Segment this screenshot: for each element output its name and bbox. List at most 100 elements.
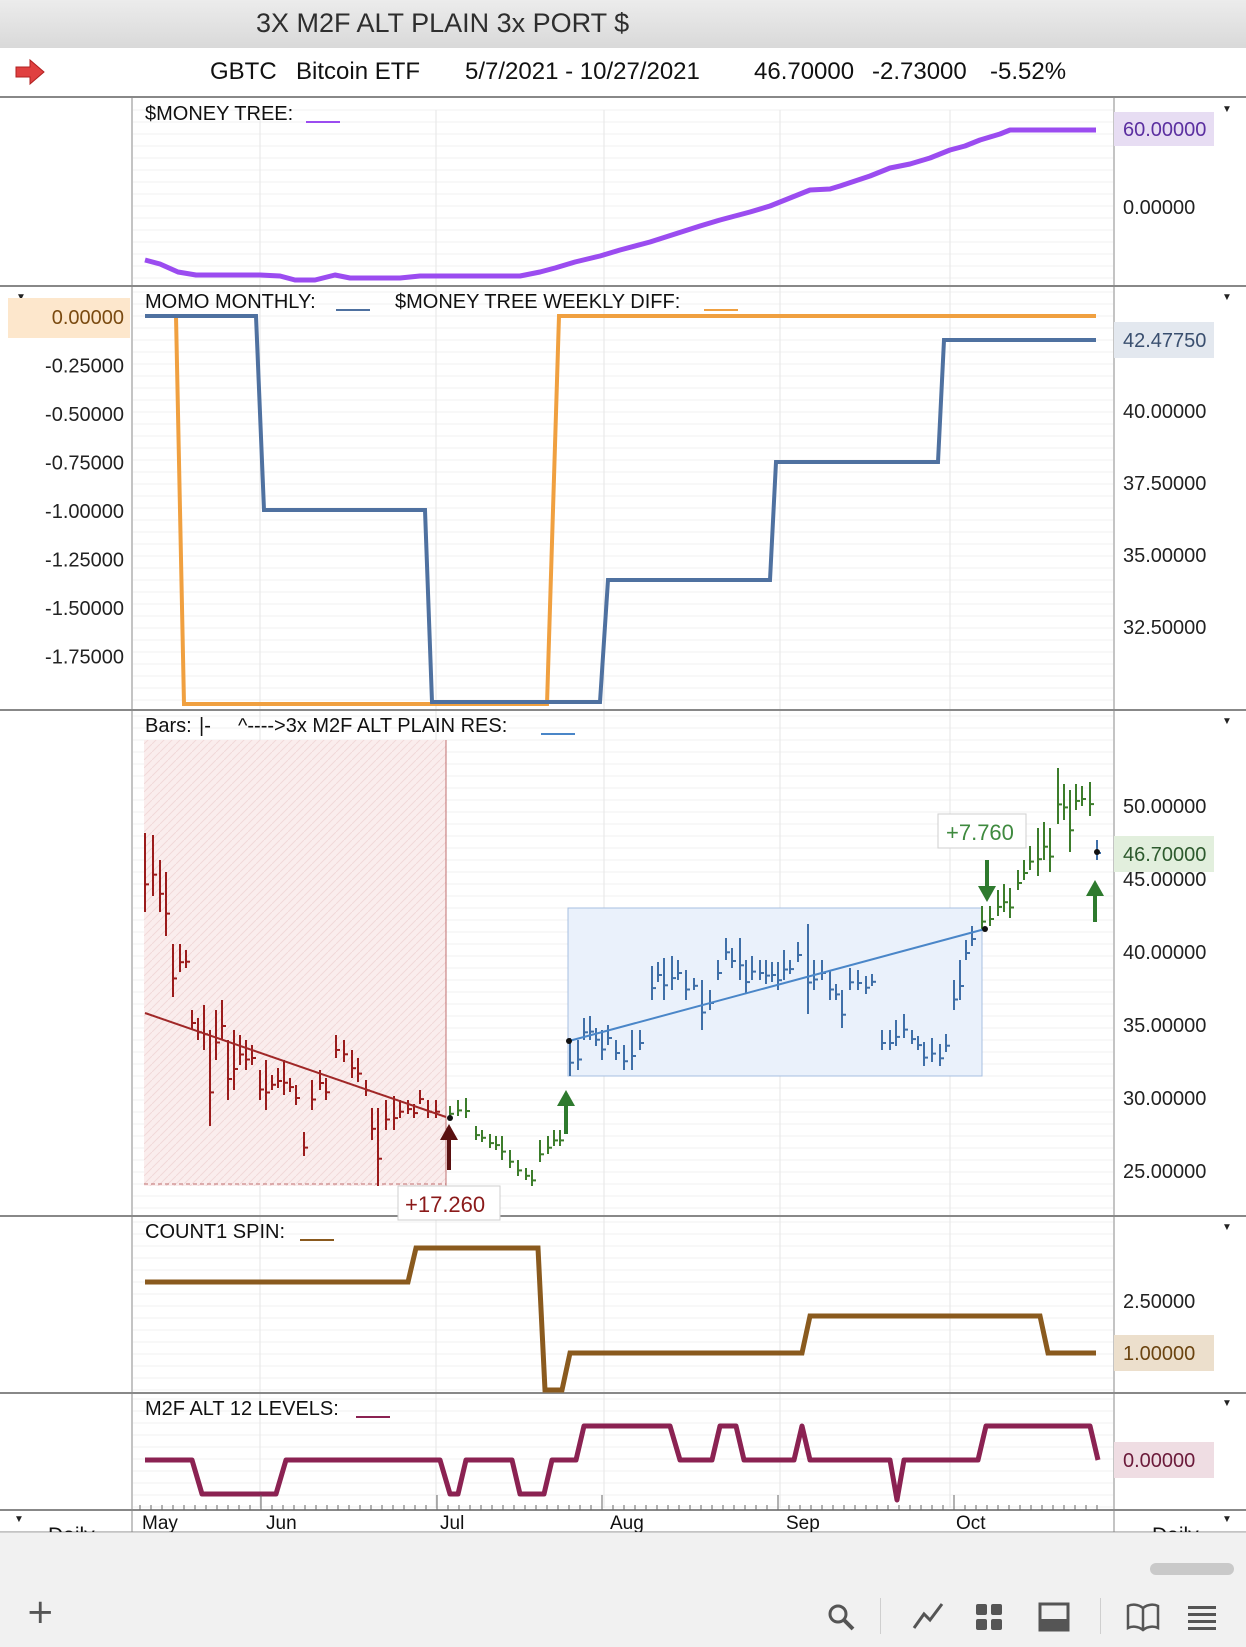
momo-left-tick: -0.25000 — [45, 356, 124, 378]
price-change-pct: -5.52% — [990, 58, 1067, 85]
price-bar — [639, 1030, 644, 1050]
last-price-tag — [1114, 836, 1214, 872]
price-bar — [965, 940, 970, 960]
loss-annotation-box — [397, 1185, 501, 1221]
price-bar — [144, 833, 149, 912]
price-bar — [495, 1136, 500, 1150]
price-bar — [959, 960, 964, 1000]
price-bar — [1009, 888, 1014, 918]
price-bar — [371, 1108, 376, 1140]
momo-right-tick: 35.00000 — [1123, 545, 1206, 567]
money-tree-menu-icon[interactable]: ▼ — [1222, 104, 1232, 115]
panel-layout-icon[interactable] — [1038, 1602, 1070, 1632]
bottom-toolbar — [0, 1532, 1246, 1647]
price-bar — [971, 926, 976, 946]
price-bar — [377, 1108, 382, 1186]
symbol-info-bar: GBTC Bitcoin ETF 5/7/2021 - 10/27/2021 4… — [0, 48, 1246, 98]
price-bar — [871, 974, 876, 986]
price-bar — [475, 1126, 480, 1140]
interval-right[interactable]: Daily — [1152, 1524, 1199, 1532]
price-bar — [185, 950, 190, 968]
price-bar — [1057, 768, 1062, 824]
price-bar — [657, 962, 662, 982]
price-bar — [215, 1010, 220, 1060]
price-bar — [251, 1045, 256, 1065]
momo-left-ticks: 0.00000 -0.25000 -0.50000 -0.75000 -1.00000 -… — [45, 307, 124, 669]
price-bar — [595, 1028, 600, 1046]
count1-menu-icon[interactable]: ▼ — [1222, 1222, 1232, 1233]
price-bar — [783, 950, 788, 980]
bars-price-ticks: 50.00000 45.00000 40.00000 35.00000 30.00000… — [1123, 796, 1206, 1183]
sell-arrow-icon — [978, 860, 996, 902]
count1-spin-line — [145, 1245, 1096, 1393]
momo-label: MOMO MONTHLY: — [145, 291, 316, 313]
price-bar — [739, 938, 744, 980]
price-bar — [227, 1040, 232, 1100]
momo-left-tick: 0.00000 — [52, 307, 124, 329]
price-bar — [615, 1040, 620, 1060]
count1-value: 1.00000 — [1123, 1343, 1195, 1365]
price-bar — [295, 1085, 300, 1105]
price-bar — [1003, 884, 1008, 912]
momo-menu-icon-left[interactable]: ▼ — [16, 292, 26, 303]
price-bar — [1075, 784, 1080, 810]
price-bar — [569, 1038, 574, 1076]
price-bar — [1043, 822, 1048, 860]
price-bar — [303, 1132, 308, 1156]
red-arrow-icon[interactable] — [14, 58, 46, 86]
book-icon[interactable] — [1126, 1602, 1160, 1632]
grid-icon[interactable] — [974, 1602, 1004, 1632]
price-bar — [931, 1038, 936, 1062]
price-bar — [311, 1080, 316, 1110]
price-bar — [807, 924, 812, 1014]
price-bar — [325, 1078, 330, 1100]
momo-value: 42.47750 — [1123, 330, 1206, 352]
momo-menu-icon-right[interactable]: ▼ — [1222, 292, 1232, 303]
panel-frames — [0, 96, 1246, 1532]
price-bar — [509, 1150, 514, 1168]
price-tick: 25.00000 — [1123, 1161, 1206, 1183]
price-bar — [717, 960, 722, 980]
money-tree-line — [144, 127, 1096, 283]
interval-left[interactable]: Daily — [48, 1524, 95, 1532]
add-icon[interactable]: + — [26, 1592, 55, 1632]
price-bar — [841, 990, 846, 1028]
chart-area[interactable]: $MONEY TREE: 60.00000 0.00000 ▼ MOMO MON… — [0, 96, 1246, 1532]
chart-line-icon[interactable] — [912, 1600, 946, 1632]
gain-annotation: +7.760 — [946, 820, 1014, 845]
price-bar — [789, 960, 794, 974]
price-bar — [559, 1130, 564, 1146]
bars-panel: Bars: |- ^---->3x M2F ALT PLAIN RES: ▼ — [144, 715, 1232, 1221]
buy-arrow-icon — [1086, 880, 1104, 922]
bars-label: Bars: — [145, 715, 192, 737]
price-bar — [265, 1060, 270, 1110]
date-range: 5/7/2021 - 10/27/2021 — [465, 58, 700, 85]
price-tick: 40.00000 — [1123, 942, 1206, 964]
menu-icon[interactable] — [1186, 1602, 1218, 1632]
price-bar — [489, 1134, 494, 1148]
price-bar — [172, 944, 177, 997]
interval-menu-icon-left[interactable]: ▼ — [14, 1514, 24, 1525]
price-bar — [895, 1020, 900, 1046]
interval-menu-icon-right[interactable]: ▼ — [1222, 1514, 1232, 1525]
bars-label-suffix: |- — [199, 715, 211, 737]
x-axis-month: Oct — [956, 1513, 986, 1532]
price-bar — [671, 956, 676, 990]
horizontal-scrollbar[interactable] — [1150, 1563, 1234, 1575]
price-bar — [939, 1044, 944, 1066]
levels-menu-icon[interactable]: ▼ — [1222, 1398, 1232, 1409]
price-bar — [725, 938, 730, 960]
levels-panel: M2F ALT 12 LEVELS: ▼ 0.00000 — [145, 1398, 1232, 1503]
price-bar — [829, 970, 834, 1000]
price-bar — [159, 860, 164, 912]
price-bar — [399, 1100, 404, 1118]
search-icon[interactable] — [826, 1602, 856, 1632]
price-bar — [357, 1058, 362, 1082]
bars-menu-icon[interactable]: ▼ — [1222, 716, 1232, 727]
price-bar — [857, 970, 862, 990]
price-bar — [731, 948, 736, 968]
price-bar — [797, 942, 802, 962]
res-label: ^---->3x M2F ALT PLAIN RES: — [238, 715, 507, 737]
price-bar — [393, 1096, 398, 1130]
price-bar — [623, 1045, 628, 1070]
